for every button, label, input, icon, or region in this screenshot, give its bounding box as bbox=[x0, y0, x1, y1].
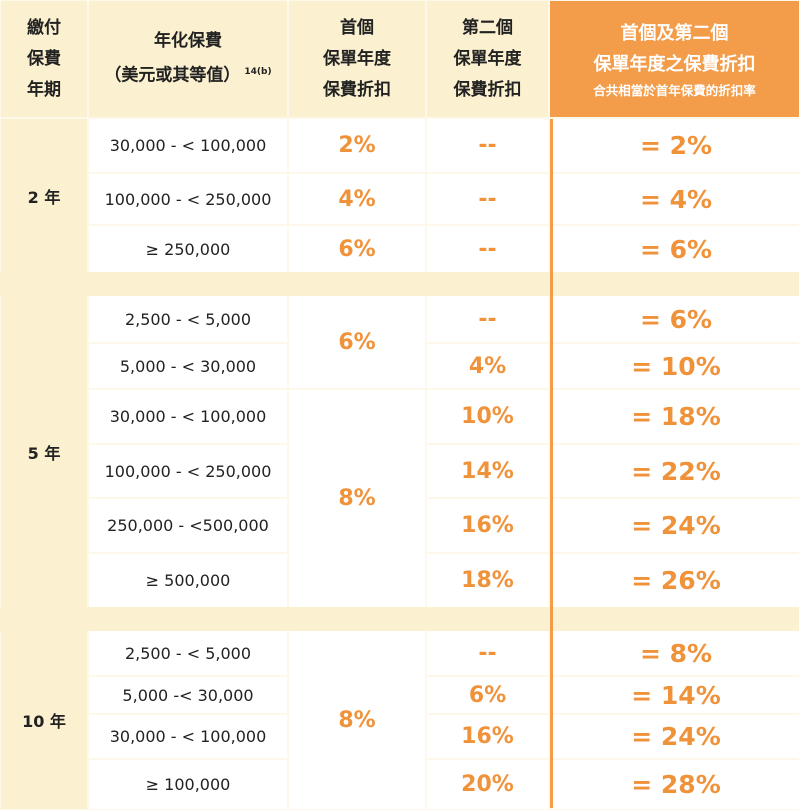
first-year-discount-merged: 8% bbox=[289, 631, 425, 809]
first-year-discount: 4% bbox=[289, 174, 425, 224]
first-year-discount-merged: 6% bbox=[289, 296, 425, 388]
second-year-discount: 14% bbox=[427, 445, 548, 497]
first-year-discount: 2% bbox=[289, 119, 425, 172]
header-first-year-line-3: 保費折扣 bbox=[323, 79, 391, 100]
combined-discount: = 8% bbox=[553, 631, 799, 675]
second-year-discount: 18% bbox=[427, 554, 548, 607]
range-cell: 100,000 - < 250,000 bbox=[89, 445, 287, 497]
first-year-discount: 6% bbox=[289, 226, 425, 272]
combined-discount: = 18% bbox=[553, 390, 799, 443]
range-cell: 30,000 - < 100,000 bbox=[89, 715, 287, 758]
header-first-year-line-1: 首個 bbox=[340, 17, 374, 38]
combined-discount: = 2% bbox=[553, 119, 799, 172]
combined-discount: = 14% bbox=[553, 677, 799, 713]
combined-discount: = 6% bbox=[553, 296, 799, 342]
first-year-discount-merged: 8% bbox=[289, 390, 425, 607]
header-combined-note: 合共相當於首年保費的折扣率 bbox=[593, 83, 756, 98]
range-cell: 2,500 - < 5,000 bbox=[89, 631, 287, 675]
header-payment-term: 繳付 保費 年期 bbox=[1, 1, 87, 117]
combined-discount: = 10% bbox=[553, 344, 799, 388]
range-cell: ≥ 500,000 bbox=[89, 554, 287, 607]
header-combined-line-1: 首個及第二個 bbox=[620, 23, 729, 44]
second-year-discount: -- bbox=[427, 296, 548, 342]
header-first-year-discount: 首個 保單年度 保費折扣 bbox=[289, 1, 425, 117]
combined-discount: = 26% bbox=[553, 554, 799, 607]
second-year-discount: -- bbox=[427, 119, 548, 172]
range-cell: 5,000 -< 30,000 bbox=[89, 677, 287, 713]
second-year-discount: 16% bbox=[427, 715, 548, 758]
header-second-year-line-3: 保費折扣 bbox=[453, 79, 522, 100]
header-combined-discount: 首個及第二個 保單年度之保費折扣 合共相當於首年保費的折扣率 bbox=[550, 1, 799, 117]
group-separator bbox=[0, 607, 799, 631]
term-5-years: 5 年 bbox=[1, 296, 87, 607]
second-year-discount: 20% bbox=[427, 760, 548, 809]
header-second-year-line-2: 保單年度 bbox=[453, 48, 522, 69]
combined-discount: = 4% bbox=[553, 174, 799, 224]
combined-discount: = 24% bbox=[553, 499, 799, 552]
header-currency-note: （美元或其等值） bbox=[104, 65, 241, 86]
combined-discount: = 22% bbox=[553, 445, 799, 497]
header-annualized-premium: 年化保費 （美元或其等值） 14(b) bbox=[89, 1, 287, 117]
range-cell: ≥ 250,000 bbox=[89, 226, 287, 272]
term-10-years: 10 年 bbox=[1, 631, 87, 809]
range-cell: ≥ 100,000 bbox=[89, 760, 287, 809]
second-year-discount: -- bbox=[427, 631, 548, 675]
footnote-ref: 14(b) bbox=[244, 67, 272, 78]
range-cell: 30,000 - < 100,000 bbox=[89, 119, 287, 172]
combined-discount: = 6% bbox=[553, 226, 799, 272]
term-2-years: 2 年 bbox=[1, 119, 87, 272]
second-year-discount: -- bbox=[427, 174, 548, 224]
second-year-discount: 6% bbox=[427, 677, 548, 713]
second-year-discount: 4% bbox=[427, 344, 548, 388]
range-cell: 5,000 - < 30,000 bbox=[89, 344, 287, 388]
combined-discount: = 28% bbox=[553, 760, 799, 809]
header-second-year-discount: 第二個 保單年度 保費折扣 bbox=[427, 1, 548, 117]
range-cell: 2,500 - < 5,000 bbox=[89, 296, 287, 342]
header-annualized-premium-sub: （美元或其等值） 14(b) bbox=[104, 57, 271, 92]
second-year-discount: 10% bbox=[427, 390, 548, 443]
header-combined-line-2: 保單年度之保費折扣 bbox=[593, 54, 756, 75]
group-separator bbox=[0, 272, 799, 296]
header-payment-term-line-2: 保費 bbox=[27, 48, 61, 69]
second-year-discount: -- bbox=[427, 226, 548, 272]
header-annualized-premium-title: 年化保費 bbox=[154, 31, 222, 52]
range-cell: 30,000 - < 100,000 bbox=[89, 390, 287, 443]
combined-column-accent-border bbox=[550, 119, 553, 808]
range-cell: 100,000 - < 250,000 bbox=[89, 174, 287, 224]
range-cell: 250,000 - <500,000 bbox=[89, 499, 287, 552]
combined-discount: = 24% bbox=[553, 715, 799, 758]
second-year-discount: 16% bbox=[427, 499, 548, 552]
header-first-year-line-2: 保單年度 bbox=[323, 48, 391, 69]
header-payment-term-line-3: 年期 bbox=[27, 79, 61, 100]
header-payment-term-line-1: 繳付 bbox=[27, 17, 61, 38]
header-second-year-line-1: 第二個 bbox=[462, 17, 513, 38]
